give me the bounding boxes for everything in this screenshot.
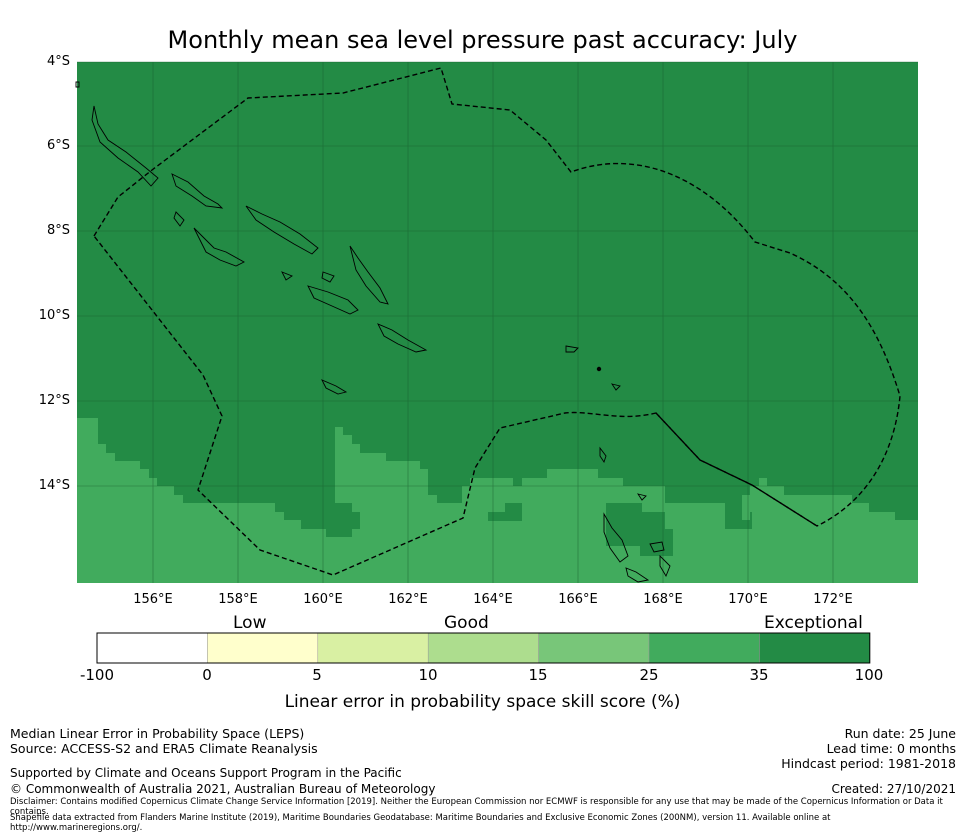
colorbar [96,632,871,664]
colorbar-swatch [317,632,429,664]
colorbar-category-good: Good [444,613,489,633]
footer-source: Source: ACCESS-S2 and ERA5 Climate Reana… [10,741,318,756]
very-good-region [77,418,918,583]
colorbar-swatch [648,632,760,664]
lon-label: 172°E [813,592,853,607]
colorbar-tick: -100 [79,666,115,684]
lat-label: 12°S [38,393,70,408]
colorbar-tick: 15 [528,666,548,684]
footer-lead-time: Lead time: 0 months [826,741,956,756]
map-gridlines [77,61,918,583]
footer-hindcast: Hindcast period: 1981-2018 [781,756,956,771]
lon-label: 162°E [388,592,428,607]
footer-run-date: Run date: 25 June [844,726,956,741]
footer-shapefile: Shapefile data extracted from Flanders M… [10,813,831,833]
colorbar-border [96,632,871,664]
footer-method: Median Linear Error in Probability Space… [10,726,305,741]
colorbar-tick: 35 [749,666,769,684]
colorbar-tick: 25 [639,666,659,684]
islands [75,81,671,583]
exceptional-patch [488,512,522,521]
lon-label: 160°E [303,592,343,607]
vanuatu-eez-boundary [655,412,818,527]
exceptional-patch [606,486,752,556]
island-dot [596,366,602,372]
colorbar-swatch [759,632,871,664]
lon-label: 168°E [643,592,683,607]
lat-label: 10°S [38,308,70,323]
footer-supported: Supported by Climate and Oceans Support … [10,766,402,780]
footer-copyright: © Commonwealth of Australia 2021, Austra… [10,782,436,796]
colorbar-category-exceptional: Exceptional [764,613,863,633]
colorbar-tick: 10 [418,666,438,684]
lat-label: 8°S [46,223,70,238]
exceptional-patch [505,503,522,512]
lon-label: 164°E [473,592,513,607]
lon-label: 156°E [133,592,173,607]
lat-label: 4°S [46,54,70,69]
colorbar-tick: 100 [854,666,884,684]
solomon-islands-eez-boundary [93,67,901,576]
colorbar-swatch [96,632,208,664]
colorbar-tick: 5 [312,666,322,684]
colorbar-swatch [207,632,319,664]
colorbar-label: Linear error in probability space skill … [284,692,681,712]
colorbar-swatch [538,632,650,664]
lat-label: 6°S [46,138,70,153]
footer-disclaimer: Disclaimer: Contains modified Copernicus… [10,797,943,817]
lon-label: 166°E [558,592,598,607]
lon-label: 158°E [218,592,258,607]
colorbar-tick: 0 [202,666,212,684]
lon-label: 170°E [728,592,768,607]
colorbar-swatch [427,632,539,664]
map-title: Monthly mean sea level pressure past acc… [167,26,798,54]
colorbar-category-low: Low [233,613,267,633]
footer-created: Created: 27/10/2021 [831,782,956,796]
lat-label: 14°S [38,478,70,493]
